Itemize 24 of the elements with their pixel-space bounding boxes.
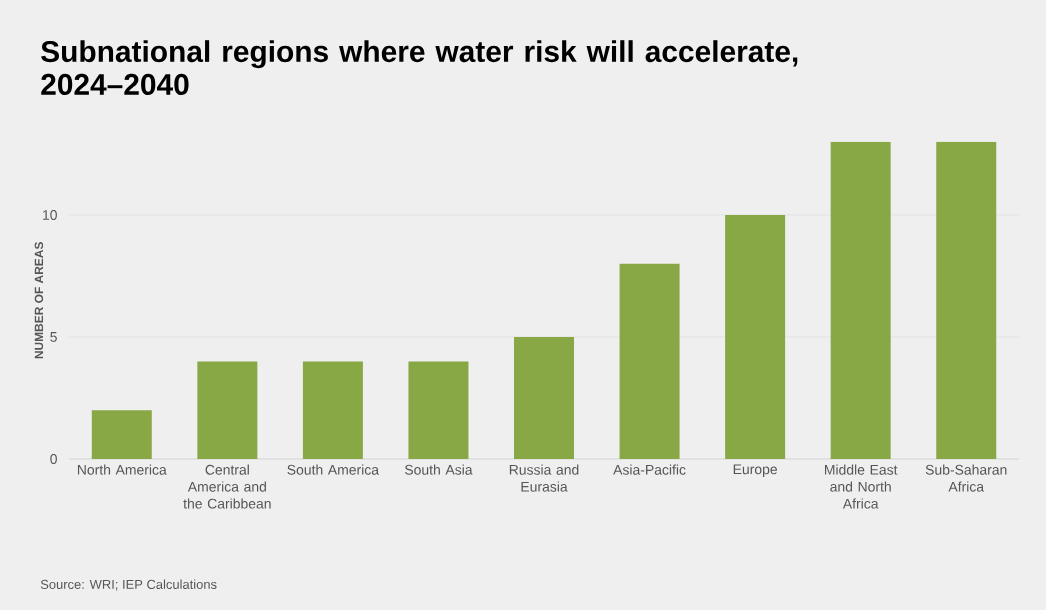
chart-title: Subnational regions where water risk will accelerate, 2024–2040 <box>41 40 798 96</box>
x-tick-label: Russia and Eurasia <box>509 464 579 492</box>
x-tick-label: Europe <box>733 464 777 477</box>
y-tick-label: 5 <box>50 332 57 342</box>
y-tick-label: 10 <box>43 210 57 220</box>
y-tick-label: 0 <box>50 454 57 464</box>
bar <box>302 361 363 459</box>
bar <box>936 141 997 459</box>
y-axis-title: NUMBER OF AREAS <box>34 242 44 359</box>
x-tick-label: Sub-Saharan Africa <box>925 464 1007 492</box>
x-tick-label: South Asia <box>404 464 473 475</box>
bar <box>830 141 891 459</box>
source-note: Source: WRI; IEP Calculations <box>40 579 217 591</box>
bar <box>619 263 680 459</box>
bar <box>514 336 575 459</box>
bar <box>725 214 786 459</box>
bar <box>91 410 152 459</box>
bar <box>408 361 469 459</box>
bar <box>197 361 258 459</box>
x-tick-label: South America <box>287 464 380 475</box>
x-tick-label: Asia-Pacific <box>613 464 686 475</box>
x-tick-label: Middle East and North Africa <box>824 464 898 509</box>
x-tick-label: Central America and the Caribbean <box>183 464 271 509</box>
x-tick-label: North America <box>77 464 167 475</box>
